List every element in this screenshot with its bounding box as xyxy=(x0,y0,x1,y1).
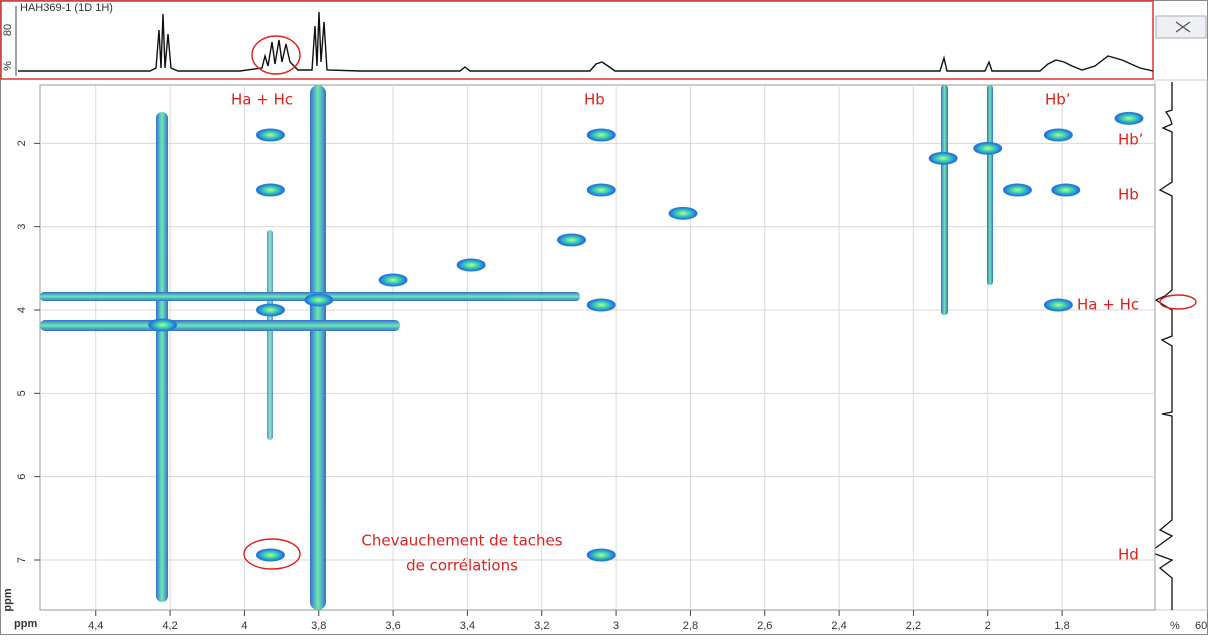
cross-peak xyxy=(255,128,285,142)
annotation: Ha + Hc xyxy=(231,91,293,109)
x-tick-label: 3,2 xyxy=(534,620,549,632)
cross-peak xyxy=(1051,183,1081,197)
grid-layer xyxy=(40,85,1155,610)
annotation: Ha + Hc xyxy=(1077,296,1139,314)
x-tick-label: 2,8 xyxy=(683,620,698,632)
cross-peak xyxy=(668,206,698,220)
top-trace xyxy=(18,11,1154,72)
ridge xyxy=(40,320,400,331)
cross-peak xyxy=(586,128,616,142)
x-tick-label: 3,6 xyxy=(385,620,400,632)
cross-peak xyxy=(1043,298,1073,312)
cross-peak xyxy=(586,183,616,197)
x-tick-label: 2,2 xyxy=(906,620,921,632)
ridge xyxy=(987,85,993,285)
y-tick-label: 4 xyxy=(16,307,28,313)
cross-peak xyxy=(1002,183,1032,197)
cross-peak xyxy=(255,548,285,562)
annotation: Hb xyxy=(584,91,605,109)
cross-peak xyxy=(1114,111,1144,125)
side-trace-unit: % xyxy=(1170,620,1180,632)
toolbar-button[interactable] xyxy=(1155,15,1207,39)
cross-peak xyxy=(304,293,334,307)
cross-peak xyxy=(255,303,285,317)
top-trace-unit: % xyxy=(2,61,14,71)
x-tick-label: 1,8 xyxy=(1054,620,1069,632)
annotation: de corrélations xyxy=(406,557,518,575)
y-tick-label: 2 xyxy=(16,140,28,146)
ridge xyxy=(310,85,326,610)
x-tick-label: 2 xyxy=(985,620,991,632)
annotation: Hb xyxy=(1118,186,1139,204)
top-trace-tick: 80 xyxy=(2,24,14,36)
ridge xyxy=(267,230,273,440)
cross-peak xyxy=(148,318,178,332)
y-tick-label: 3 xyxy=(16,224,28,230)
highlight-ellipse xyxy=(251,35,301,75)
cross-peak xyxy=(1043,128,1073,142)
x-tick-label: 4 xyxy=(241,620,247,632)
x-tick-label: 2,6 xyxy=(757,620,772,632)
cross-peak xyxy=(928,151,958,165)
ridge xyxy=(941,85,948,315)
cross-peak xyxy=(586,298,616,312)
x-axis-label: ppm xyxy=(14,618,37,630)
cross-peak xyxy=(586,548,616,562)
annotation: Hd xyxy=(1118,546,1139,564)
cross-peak xyxy=(456,258,486,272)
highlight-ellipse xyxy=(1159,294,1197,310)
trace-title: HAH369-1 (1D 1H) xyxy=(20,2,113,14)
peaks xyxy=(148,111,1144,562)
x-tick-label: 3,4 xyxy=(460,620,475,632)
x-tick-label: 4,2 xyxy=(162,620,177,632)
x-tick-label: 4,4 xyxy=(88,620,103,632)
cross-peak xyxy=(378,273,408,287)
highlight-ellipse xyxy=(243,538,301,570)
ridge xyxy=(156,112,168,602)
side-trace-tick: 60 xyxy=(1195,620,1207,632)
annotation: Hb’ xyxy=(1118,131,1144,149)
plot-area xyxy=(39,84,1156,611)
tool-icon xyxy=(1175,21,1191,33)
y-axis-label: ppm xyxy=(2,588,14,611)
side-trace xyxy=(1148,82,1174,610)
x-tick-label: 2,4 xyxy=(831,620,846,632)
x-tick-label: 3,8 xyxy=(311,620,326,632)
side-trace-frame xyxy=(1154,79,1208,611)
annotation: Chevauchement de taches xyxy=(361,532,562,550)
ridges xyxy=(40,85,993,610)
x-tick-label: 3 xyxy=(613,620,619,632)
cross-peak xyxy=(556,233,586,247)
cross-peak xyxy=(255,183,285,197)
y-tick-label: 5 xyxy=(16,390,28,396)
annotation: Hb’ xyxy=(1045,91,1071,109)
y-tick-label: 7 xyxy=(16,557,28,563)
cross-peak xyxy=(973,141,1003,155)
top-trace-frame xyxy=(0,0,1154,80)
y-tick-label: 6 xyxy=(16,474,28,480)
